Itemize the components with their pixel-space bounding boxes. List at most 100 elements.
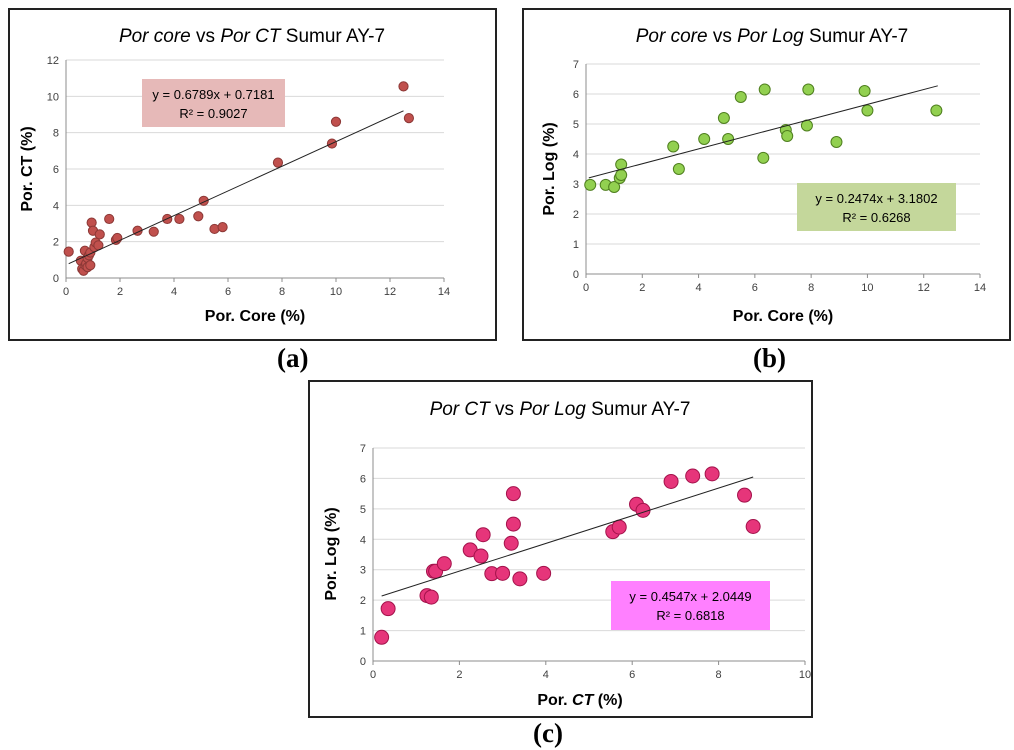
data-point: [436, 556, 452, 572]
y-tick-label: 1: [573, 239, 579, 251]
data-point: [781, 130, 794, 142]
x-tick-label: 14: [438, 286, 450, 298]
x-tick-label: 4: [171, 286, 177, 298]
x-tick-label: 0: [583, 282, 589, 294]
data-point: [473, 548, 489, 564]
data-point: [148, 226, 159, 237]
x-tick-label: 2: [456, 669, 462, 681]
data-point: [495, 565, 511, 581]
y-tick-label: 5: [360, 504, 366, 516]
y-axis-label: Por. Log (%): [541, 122, 558, 215]
text-part: Por CT: [430, 399, 492, 420]
data-point: [663, 473, 679, 489]
caption-c: (c): [533, 718, 563, 748]
y-tick-label: 2: [53, 237, 59, 249]
text-part: Por CT: [220, 26, 282, 47]
data-point: [667, 140, 680, 153]
data-point: [930, 104, 943, 117]
data-point: [505, 516, 521, 532]
trendline: [381, 476, 754, 597]
caption-b: (b): [753, 343, 786, 373]
equation-box: [142, 79, 285, 127]
x-tick-label: 14: [974, 282, 986, 294]
data-point: [734, 91, 747, 103]
chart-title: Por core vs Por CT Sumur AY-7: [119, 26, 385, 47]
data-point: [608, 181, 621, 193]
y-tick-label: 10: [47, 91, 59, 103]
scatter-chart-b: Por core vs Por Log Sumur AY-7 0 1 2 3 4 5 6 7 0 2…: [541, 26, 986, 325]
data-point: [722, 133, 735, 145]
x-tick-label: 4: [696, 282, 702, 294]
x-tick-label: 8: [279, 286, 285, 298]
y-tick-label: 2: [573, 209, 579, 221]
data-point: [830, 136, 843, 148]
y-tick-label: 12: [47, 55, 59, 67]
x-tick-label: 2: [639, 282, 645, 294]
x-tick-label: 6: [225, 286, 231, 298]
data-point: [512, 571, 528, 587]
r-squared: R² = 0.9027: [179, 106, 247, 121]
data-point: [374, 629, 390, 645]
y-tick-label: 4: [360, 534, 366, 546]
y-tick-label: 0: [53, 273, 59, 285]
data-point: [737, 487, 753, 503]
y-tick-label: 4: [53, 200, 59, 212]
data-point: [398, 81, 409, 92]
x-tick-label: 12: [384, 286, 396, 298]
data-point: [858, 85, 871, 97]
data-point: [94, 229, 105, 240]
data-point: [423, 589, 439, 605]
y-tick-label: 3: [360, 565, 366, 577]
trendline: [588, 85, 938, 179]
text-part: Por.: [537, 692, 572, 709]
data-point: [503, 535, 519, 551]
x-tick-label: 6: [752, 282, 758, 294]
chart-panel-c: Por CT vs Por Log Sumur AY-7 0 1 2 3 4 5 6 7 0 2 4 6…: [308, 380, 813, 718]
y-tick-label: 7: [573, 59, 579, 71]
y-tick-label: 3: [573, 179, 579, 191]
trend-equation: y = 0.6789x + 0.7181: [152, 87, 274, 102]
text-part: Sumur AY-7: [281, 26, 386, 47]
x-tick-label: 0: [370, 669, 376, 681]
trendline: [68, 110, 404, 265]
data-point: [63, 246, 74, 257]
text-part: Sumur AY-7: [586, 399, 691, 420]
data-point: [672, 163, 685, 175]
text-part: Sumur AY-7: [804, 26, 909, 47]
y-tick-label: 1: [360, 626, 366, 638]
text-part: Por Log: [737, 26, 804, 47]
data-point: [536, 565, 552, 581]
data-point: [757, 151, 770, 164]
trend-equation: y = 0.4547x + 2.0449: [629, 589, 751, 604]
x-axis-label: Por. Core (%): [733, 308, 833, 325]
data-point: [475, 527, 491, 543]
data-point: [330, 116, 342, 127]
y-axis-label: Por. Log (%): [323, 507, 340, 600]
x-tick-label: 8: [716, 669, 722, 681]
chart-title: Por CT vs Por Log Sumur AY-7: [430, 399, 691, 420]
y-tick-label: 0: [573, 269, 579, 281]
y-tick-label: 8: [53, 128, 59, 140]
text-part: Por Log: [519, 399, 586, 420]
x-axis-label: Por. CT (%): [537, 692, 622, 709]
chart-title: Por core vs Por Log Sumur AY-7: [636, 26, 908, 47]
y-tick-label: 7: [360, 443, 366, 455]
data-point: [758, 83, 771, 96]
data-point: [380, 601, 396, 617]
y-tick-label: 4: [573, 149, 579, 161]
x-tick-label: 10: [799, 669, 811, 681]
equation-box: [611, 581, 770, 630]
data-point: [403, 113, 414, 124]
y-tick-label: 6: [360, 473, 366, 485]
text-part: Por core: [119, 26, 191, 47]
data-point: [615, 158, 628, 171]
text-part: (%): [593, 692, 622, 709]
text-part: vs: [191, 26, 221, 47]
scatter-chart-a: Por core vs Por CT Sumur AY-7 0 2 4 6 8 10 12 0 2…: [19, 26, 450, 325]
data-point: [193, 211, 204, 222]
x-tick-label: 2: [117, 286, 123, 298]
chart-panel-a: Por core vs Por CT Sumur AY-7 0 2 4 6 8 10 12 0 2…: [8, 8, 497, 341]
data-point: [272, 157, 284, 168]
y-tick-label: 5: [573, 119, 579, 131]
x-tick-label: 8: [808, 282, 814, 294]
